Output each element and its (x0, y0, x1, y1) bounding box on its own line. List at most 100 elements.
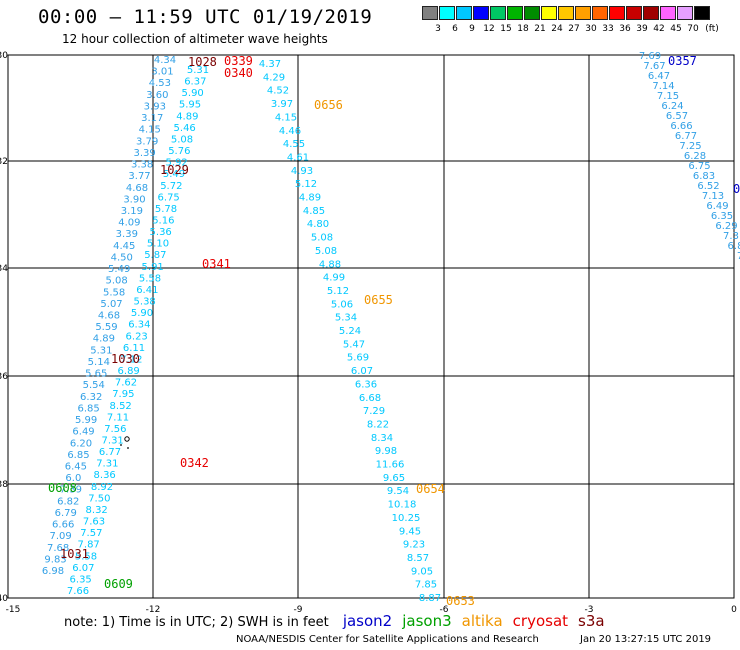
wave-height-label: 8.22 (367, 419, 389, 430)
wave-height-label: 6.47 (648, 71, 670, 82)
wave-height-label: 6.11 (123, 343, 145, 354)
wave-height-label: 6.75 (688, 161, 710, 172)
wave-height-label: 5.14 (88, 357, 110, 368)
legend-item-s3a: s3a (578, 612, 605, 630)
wave-height-label: 3.39 (134, 148, 156, 159)
wave-height-label: 4.89 (93, 334, 115, 345)
scale-swatch (524, 6, 540, 20)
wave-height-label: 3.97 (271, 99, 293, 110)
pass-time-label: 0 (733, 182, 740, 196)
scale-swatch (541, 6, 557, 20)
wave-height-label: 5.47 (343, 339, 365, 350)
wave-height-label: 5.72 (160, 181, 182, 192)
wave-height-label: 5.38 (134, 297, 156, 308)
wave-height-label: 5.08 (315, 246, 337, 257)
wave-height-label: 7.31 (102, 435, 124, 446)
scale-swatch (422, 6, 438, 20)
wave-height-label: 6.32 (80, 392, 102, 403)
wave-height-label: 7.85 (415, 580, 437, 591)
wave-height-label: 4.45 (113, 241, 135, 252)
wave-height-label: 7.39 (60, 485, 82, 496)
pass-time-label: 0654 (416, 482, 445, 496)
pass-time-label: 0341 (202, 257, 231, 271)
wave-height-label: 3.38 (131, 160, 153, 171)
wave-height-label: 5.31 (187, 65, 209, 76)
scale-label: 12 (483, 24, 495, 34)
map-border (7, 54, 735, 599)
wave-height-label: 6.75 (158, 192, 180, 203)
x-tick-label: -9 (294, 605, 303, 615)
wave-height-label: 6.24 (661, 101, 683, 112)
wave-height-label: 9.98 (375, 446, 397, 457)
pass-time-label: 0656 (314, 98, 343, 112)
y-tick-label: -32 (0, 157, 8, 167)
wave-height-label: 7.14 (652, 81, 674, 92)
wave-height-label: 8.34 (371, 433, 393, 444)
wave-height-label: 5.34 (335, 313, 357, 324)
wave-height-label: 5.31 (90, 345, 112, 356)
wave-height-label: 5.10 (147, 239, 169, 250)
wave-height-label: 5.06 (331, 299, 353, 310)
wave-height-label: 5.54 (83, 380, 105, 391)
scale-label: 15 (500, 24, 512, 34)
wave-height-label: 5.16 (152, 216, 174, 227)
scale-swatch (558, 6, 574, 20)
wave-height-label: 7.12 (120, 354, 142, 365)
pass-time-label: 1029 (160, 163, 189, 177)
wave-height-label: 6.45 (65, 461, 87, 472)
wave-height-label: 9.45 (399, 526, 421, 537)
wave-height-label: 5.12 (327, 286, 349, 297)
wave-height-label: 3.39 (116, 229, 138, 240)
wave-height-label: 7.68 (47, 543, 69, 554)
scale-label: 30 (585, 24, 597, 34)
wave-height-label: 7 (737, 251, 740, 262)
wave-height-label: 6.07 (351, 366, 373, 377)
map-frame (7, 54, 735, 599)
wave-height-label: 10.18 (388, 500, 417, 511)
x-tick-label: -12 (146, 605, 161, 615)
wave-height-label: 8.87 (419, 593, 441, 604)
y-tick-label: -34 (0, 264, 8, 274)
wave-height-label: 7.69 (639, 51, 661, 62)
scale-label: 45 (670, 24, 682, 34)
scale-label: 3 (435, 24, 441, 34)
scale-label: 24 (551, 24, 563, 34)
wave-height-label: 3.60 (146, 90, 168, 101)
wave-height-label: 4.37 (259, 59, 281, 70)
scale-label: 70 (687, 24, 699, 34)
pass-time-label: 1028 (188, 55, 217, 69)
scale-swatch (575, 6, 591, 20)
scale-swatch (694, 6, 710, 20)
scale-swatch (473, 6, 489, 20)
wave-height-label: 5.58 (139, 273, 161, 284)
wave-height-label: 8.92 (91, 482, 113, 493)
scale-label: 39 (636, 24, 648, 34)
wave-height-label: 7.11 (107, 412, 129, 423)
scale-swatch (677, 6, 693, 20)
wave-height-label: 6.41 (136, 285, 158, 296)
wave-height-label: 11.66 (376, 460, 405, 471)
wave-height-label: 6.36 (355, 379, 377, 390)
wave-height-label: 4.93 (291, 166, 313, 177)
wave-height-label: 6.35 (711, 211, 733, 222)
wave-height-label: 5.87 (144, 250, 166, 261)
wave-height-label: 6.35 (70, 574, 92, 585)
wave-height-label: 7.09 (50, 531, 72, 542)
wave-height-label: 5.07 (100, 299, 122, 310)
wave-height-label: 5.95 (179, 100, 201, 111)
credit-line: NOAA/NESDIS Center for Satellite Applica… (236, 634, 539, 645)
wave-height-label: 5.12 (295, 179, 317, 190)
wave-height-label: 6.57 (666, 111, 688, 122)
wave-height-label: 6.23 (126, 331, 148, 342)
wave-height-label: 6.34 (128, 320, 150, 331)
wave-height-label: 6.07 (72, 563, 94, 574)
page-title: 00:00 – 11:59 UTC 01/19/2019 (38, 6, 373, 28)
wave-height-label: 9.05 (411, 566, 433, 577)
wave-height-label: 5.69 (347, 353, 369, 364)
wave-height-label: 4.99 (323, 273, 345, 284)
y-tick-label: -40 (0, 594, 8, 604)
wave-height-label: 6.49 (72, 427, 94, 438)
wave-height-label: 4.09 (118, 218, 140, 229)
scale-label: 42 (653, 24, 665, 34)
